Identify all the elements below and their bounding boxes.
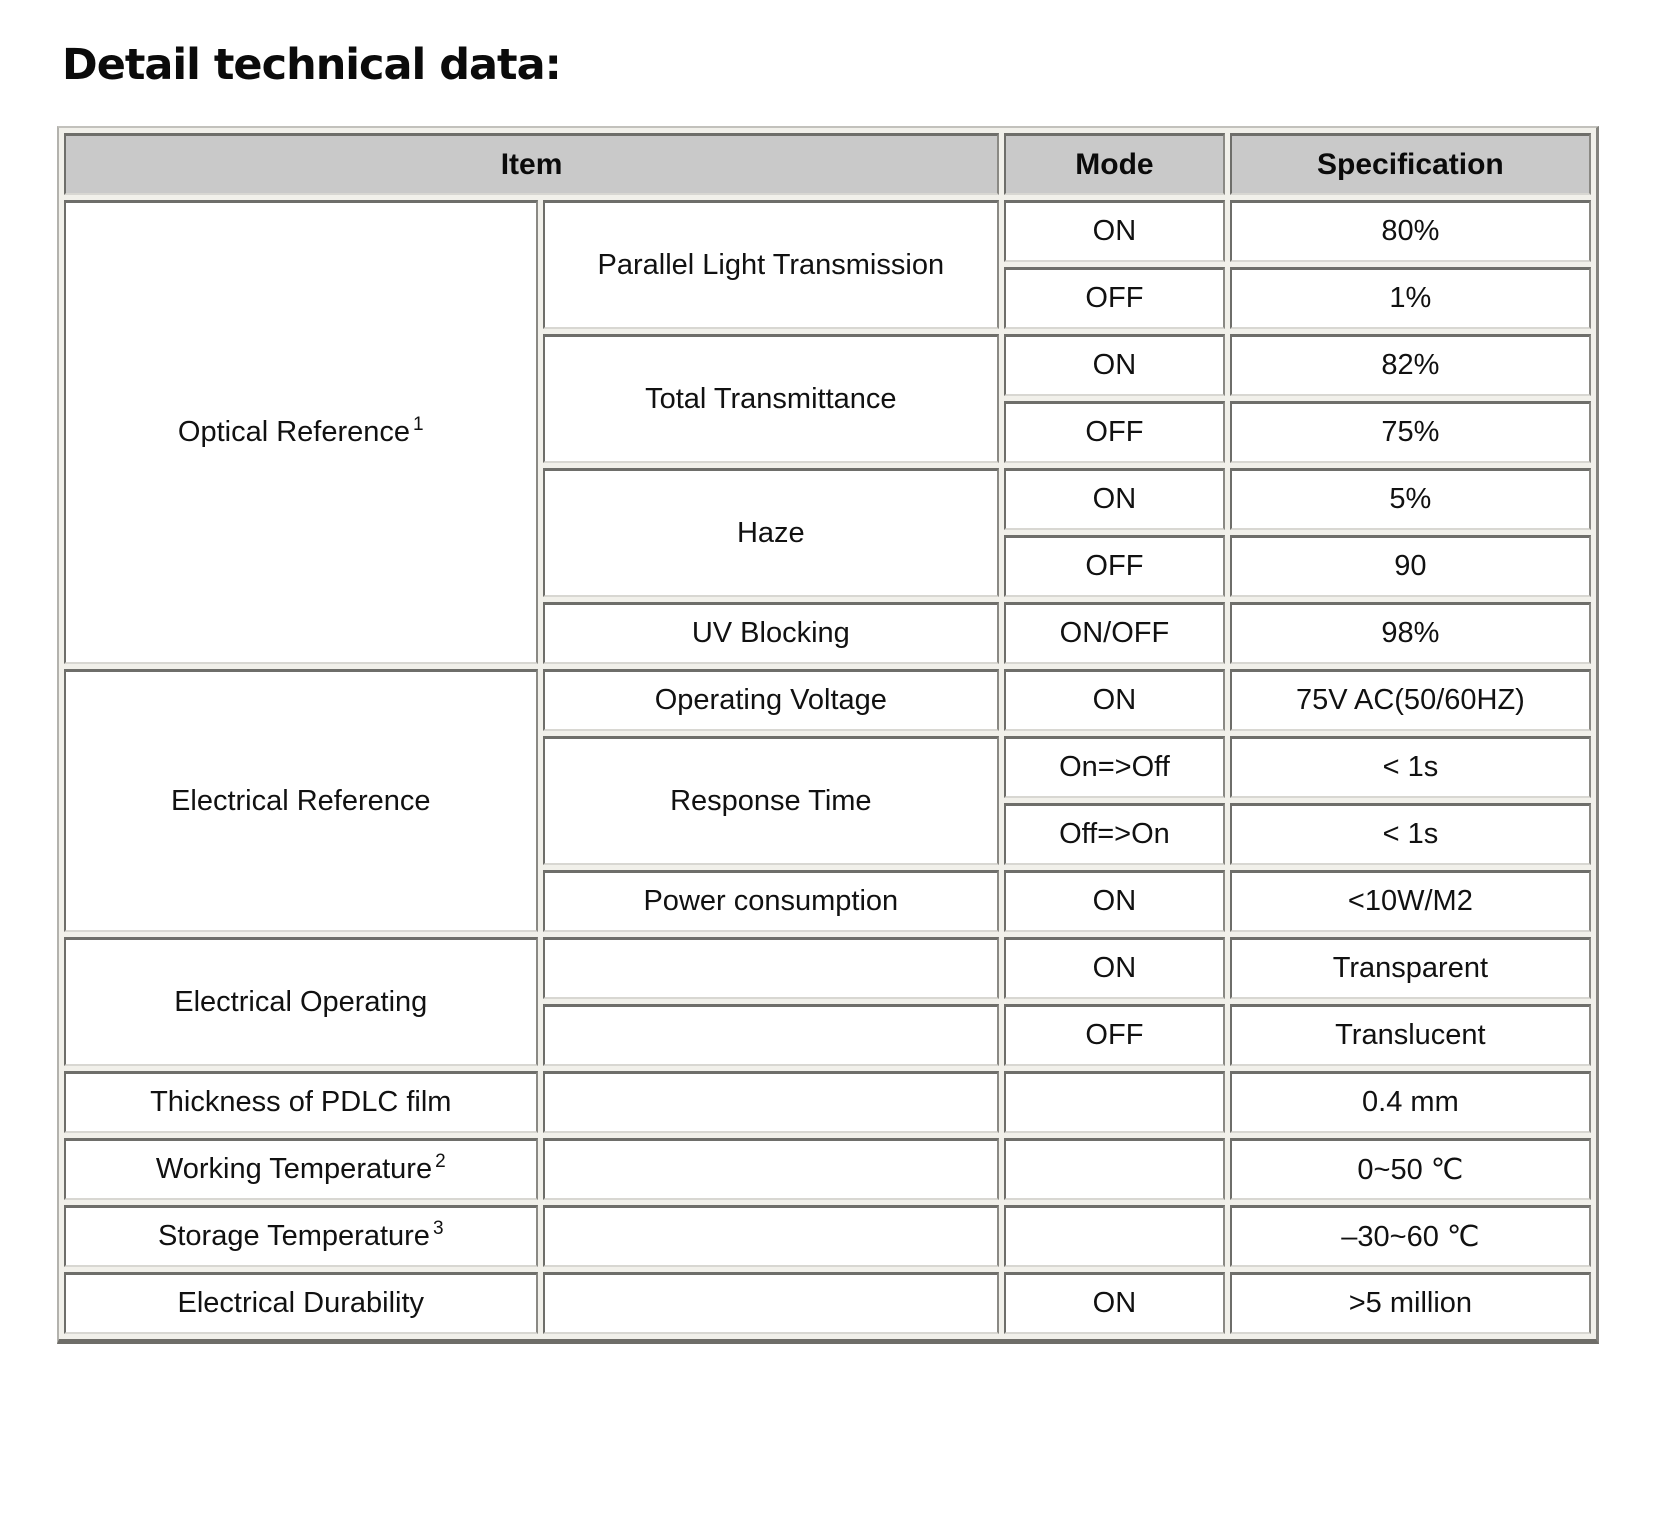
item-cell-operating-voltage: Operating Voltage — [542, 669, 1000, 731]
header-mode: Mode — [1004, 133, 1225, 195]
table-row: Power consumption ON <10W/M2 — [64, 870, 1591, 932]
item-cell-empty — [542, 937, 1000, 999]
item-cell-empty — [542, 1138, 1000, 1200]
header-item: Item — [64, 133, 1000, 195]
table-row: UV Blocking ON/OFF 98% — [64, 602, 1591, 664]
table-row: Total Transmittance ON 82% — [64, 334, 1591, 463]
group-label: Storage Temperature — [158, 1220, 430, 1252]
spec-cell: <10W/M2 — [1229, 870, 1591, 932]
table-row: Optical Reference 1 Parallel Light Transm… — [64, 200, 1591, 664]
group-cell-optical-reference: Optical Reference 1 — [64, 200, 538, 664]
mode-cell: ON — [1004, 468, 1225, 530]
mode-cell: ON — [1004, 870, 1225, 932]
header-specification: Specification — [1229, 133, 1591, 195]
spec-cell: 90 — [1229, 535, 1591, 597]
spec-cell: 1% — [1229, 267, 1591, 329]
group-cell-electrical-operating: Electrical Operating — [64, 937, 538, 1066]
spec-cell: 80% — [1229, 200, 1591, 262]
spec-cell: 82% — [1229, 334, 1591, 396]
item-cell-haze: Haze — [542, 468, 1000, 597]
mode-cell: ON — [1004, 1272, 1225, 1334]
group-cell-electrical-durability: Electrical Durability — [64, 1272, 538, 1334]
item-cell-empty — [542, 1272, 1000, 1334]
table-row: Storage Temperature 3 –30~60 ℃ — [64, 1205, 1591, 1267]
table-row: OFF 75% — [64, 401, 1591, 463]
mode-cell: OFF — [1004, 535, 1225, 597]
group-cell-thickness: Thickness of PDLC film — [64, 1071, 538, 1133]
item-cell-empty — [542, 1004, 1000, 1066]
spec-table-frame: Item Mode Specification Optical Referenc… — [57, 126, 1599, 1344]
table-row: Haze ON 5% — [64, 468, 1591, 597]
item-cell-uv-blocking: UV Blocking — [542, 602, 1000, 664]
mode-cell: ON — [1004, 937, 1225, 999]
item-cell-power-consumption: Power consumption — [542, 870, 1000, 932]
spec-cell: –30~60 ℃ — [1229, 1205, 1591, 1267]
mode-cell: ON — [1004, 334, 1225, 396]
spec-cell: >5 million — [1229, 1272, 1591, 1334]
spec-cell: 5% — [1229, 468, 1591, 530]
item-cell-response-time: Response Time — [542, 736, 1000, 865]
table-row: Electrical Durability ON >5 million — [64, 1272, 1591, 1334]
spec-cell: < 1s — [1229, 736, 1591, 798]
spec-cell: 75% — [1229, 401, 1591, 463]
mode-cell: ON — [1004, 200, 1225, 262]
mode-cell: ON/OFF — [1004, 602, 1225, 664]
spec-cell: 0.4 mm — [1229, 1071, 1591, 1133]
mode-cell — [1004, 1138, 1225, 1200]
table-row: Response Time On=>Off < 1s — [64, 736, 1591, 865]
mode-cell: ON — [1004, 669, 1225, 731]
table-row: OFF 90 — [64, 535, 1591, 597]
item-cell-total-transmittance: Total Transmittance — [542, 334, 1000, 463]
table-row: Off=>On < 1s — [64, 803, 1591, 865]
group-label: Working Temperature — [155, 1153, 433, 1185]
mode-cell — [1004, 1205, 1225, 1267]
spec-cell: 98% — [1229, 602, 1591, 664]
page-title: Detail technical data: — [62, 40, 562, 90]
table-row: OFF 1% — [64, 267, 1591, 329]
spec-cell: Translucent — [1229, 1004, 1591, 1066]
spec-table: Item Mode Specification Optical Referenc… — [59, 128, 1596, 1339]
group-cell-storage-temperature: Storage Temperature 3 — [64, 1205, 538, 1267]
table-row: OFF Translucent — [64, 1004, 1591, 1066]
footnote-sup: 2 — [435, 1151, 446, 1173]
group-label: Optical Reference — [177, 416, 411, 448]
mode-cell: OFF — [1004, 1004, 1225, 1066]
table-row: Working Temperature 2 0~50 ℃ — [64, 1138, 1591, 1200]
item-cell-parallel-light-transmission: Parallel Light Transmission — [542, 200, 1000, 329]
table-row: Electrical Operating ON Transparent — [64, 937, 1591, 1066]
mode-cell: On=>Off — [1004, 736, 1225, 798]
mode-cell — [1004, 1071, 1225, 1133]
group-cell-working-temperature: Working Temperature 2 — [64, 1138, 538, 1200]
table-row: Thickness of PDLC film 0.4 mm — [64, 1071, 1591, 1133]
mode-cell: Off=>On — [1004, 803, 1225, 865]
group-cell-electrical-reference: Electrical Reference — [64, 669, 538, 932]
footnote-sup: 1 — [413, 414, 424, 436]
mode-cell: OFF — [1004, 401, 1225, 463]
spec-cell: 0~50 ℃ — [1229, 1138, 1591, 1200]
spec-cell: < 1s — [1229, 803, 1591, 865]
spec-cell: 75V AC(50/60HZ) — [1229, 669, 1591, 731]
header-row: Item Mode Specification — [64, 133, 1591, 195]
table-row: Electrical Reference Operating Voltage O… — [64, 669, 1591, 932]
footnote-sup: 3 — [432, 1218, 444, 1240]
item-cell-empty — [542, 1205, 1000, 1267]
item-cell-empty — [542, 1071, 1000, 1133]
spec-cell: Transparent — [1229, 937, 1591, 999]
mode-cell: OFF — [1004, 267, 1225, 329]
